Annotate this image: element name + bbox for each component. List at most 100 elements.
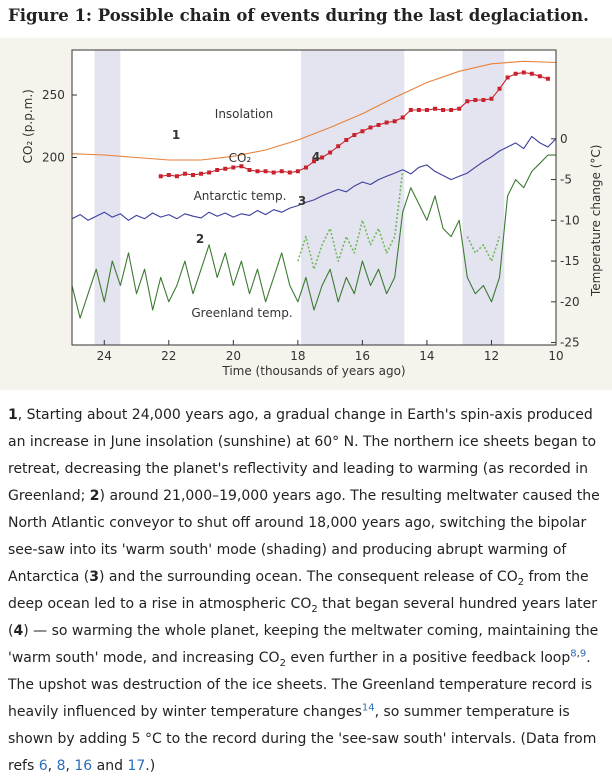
data-point — [497, 86, 502, 91]
caption-text: 1 — [8, 407, 18, 423]
caption-text: even further in a positive feedback loop — [285, 650, 571, 666]
y2-tick-label: -5 — [560, 173, 572, 187]
x-tick-label: 14 — [419, 349, 434, 363]
data-point — [513, 71, 518, 76]
caption-text[interactable]: 9 — [579, 648, 587, 660]
caption-text[interactable]: 8 — [570, 648, 577, 660]
caption-text: . The upshot was destruction of the ice … — [8, 650, 593, 720]
x-tick-label: 18 — [290, 349, 305, 363]
caption-text: ) around 21,000–19,000 years ago. The re… — [8, 488, 600, 585]
data-point — [360, 129, 365, 134]
data-point — [376, 123, 381, 127]
data-point — [312, 159, 316, 164]
data-point — [182, 171, 187, 176]
series-label: Greenland temp. — [191, 306, 292, 320]
y2-tick-label: -20 — [560, 295, 580, 309]
series-line — [71, 135, 557, 221]
y-tick-label: 200 — [42, 151, 65, 165]
plot-frame — [71, 49, 557, 346]
data-point — [465, 99, 470, 104]
data-point — [239, 164, 244, 169]
y-axis-title: CO₂ (p.p.m.) — [21, 89, 35, 163]
caption-text[interactable]: 17 — [127, 758, 146, 774]
annotation-number: 2 — [196, 232, 204, 246]
data-point — [263, 169, 268, 174]
data-point — [191, 173, 195, 177]
data-point — [489, 96, 494, 101]
summer-line — [297, 171, 501, 270]
data-point — [231, 165, 236, 170]
caption-text: , — [576, 648, 580, 660]
data-point — [457, 106, 462, 111]
data-point — [279, 169, 284, 174]
data-point — [328, 150, 333, 155]
data-point — [473, 98, 478, 102]
caption-text: 2 — [89, 488, 100, 504]
data-point — [174, 174, 179, 179]
x-tick-label: 22 — [161, 349, 176, 363]
caption-text: and — [92, 758, 128, 774]
caption-text: 2 — [517, 576, 525, 588]
data-point — [416, 108, 421, 112]
caption-text[interactable]: 14 — [361, 702, 375, 714]
data-point — [392, 119, 397, 124]
x-tick-label: 10 — [548, 349, 563, 363]
caption-text: 3 — [89, 569, 99, 585]
series-line — [71, 154, 556, 319]
caption-text: from the deep ocean led to a rise in atm… — [8, 569, 589, 612]
data-point — [433, 106, 437, 111]
data-point — [271, 170, 276, 175]
x-tick-label: 16 — [355, 349, 370, 363]
data-point — [481, 98, 486, 102]
series-label: Insolation — [215, 107, 273, 121]
caption-text: , Starting about 24,000 years ago, a gra… — [8, 407, 597, 504]
caption-text[interactable]: 16 — [74, 758, 93, 774]
data-point — [344, 138, 349, 142]
shading-band — [94, 50, 121, 345]
page: Figure 1: Possible chain of events durin… — [0, 6, 612, 774]
data-point — [247, 168, 252, 172]
data-point — [529, 71, 534, 76]
data-point — [199, 171, 204, 176]
data-point — [336, 144, 341, 149]
data-point — [255, 169, 260, 174]
x-tick-label: 12 — [484, 349, 499, 363]
y2-tick-label: -25 — [560, 336, 580, 350]
caption-text: 2 — [311, 603, 318, 615]
data-point — [537, 74, 542, 79]
data-point — [207, 170, 212, 175]
data-point — [424, 108, 429, 112]
data-point — [449, 108, 454, 112]
figure-title: Figure 1: Possible chain of events durin… — [8, 6, 589, 25]
caption-text: ) — so warming the whole planet, keeping… — [8, 623, 599, 666]
data-point — [223, 166, 228, 171]
shading-band — [462, 50, 505, 345]
caption-text: , — [47, 758, 57, 774]
series-label: Antarctic temp. — [194, 189, 287, 203]
data-point — [352, 133, 357, 137]
y2-tick-label: 0 — [560, 132, 568, 146]
series-label: CO₂ — [229, 151, 252, 165]
data-point — [521, 70, 526, 75]
data-point — [215, 168, 220, 172]
caption-text: .) — [145, 758, 156, 774]
data-point — [545, 76, 550, 81]
caption-text[interactable]: 6 — [38, 758, 48, 774]
annotation-number: 4 — [312, 150, 320, 164]
caption-text: , so summer temperature is shown by addi… — [8, 704, 597, 774]
data-point — [368, 125, 373, 130]
annotation-number: 3 — [298, 194, 306, 208]
data-point — [295, 169, 300, 174]
data-point — [441, 108, 446, 112]
series-line — [71, 60, 557, 161]
x-tick-label: 20 — [226, 349, 241, 363]
y-tick-label: 250 — [42, 88, 65, 102]
data-point — [400, 115, 405, 120]
data-point — [166, 173, 171, 177]
data-point — [158, 174, 163, 179]
data-point — [384, 120, 389, 125]
data-point — [505, 75, 510, 80]
caption: 1, Starting about 24,000 years ago, a gr… — [8, 402, 606, 780]
x-axis-title: Time (thousands of years ago) — [221, 364, 405, 378]
